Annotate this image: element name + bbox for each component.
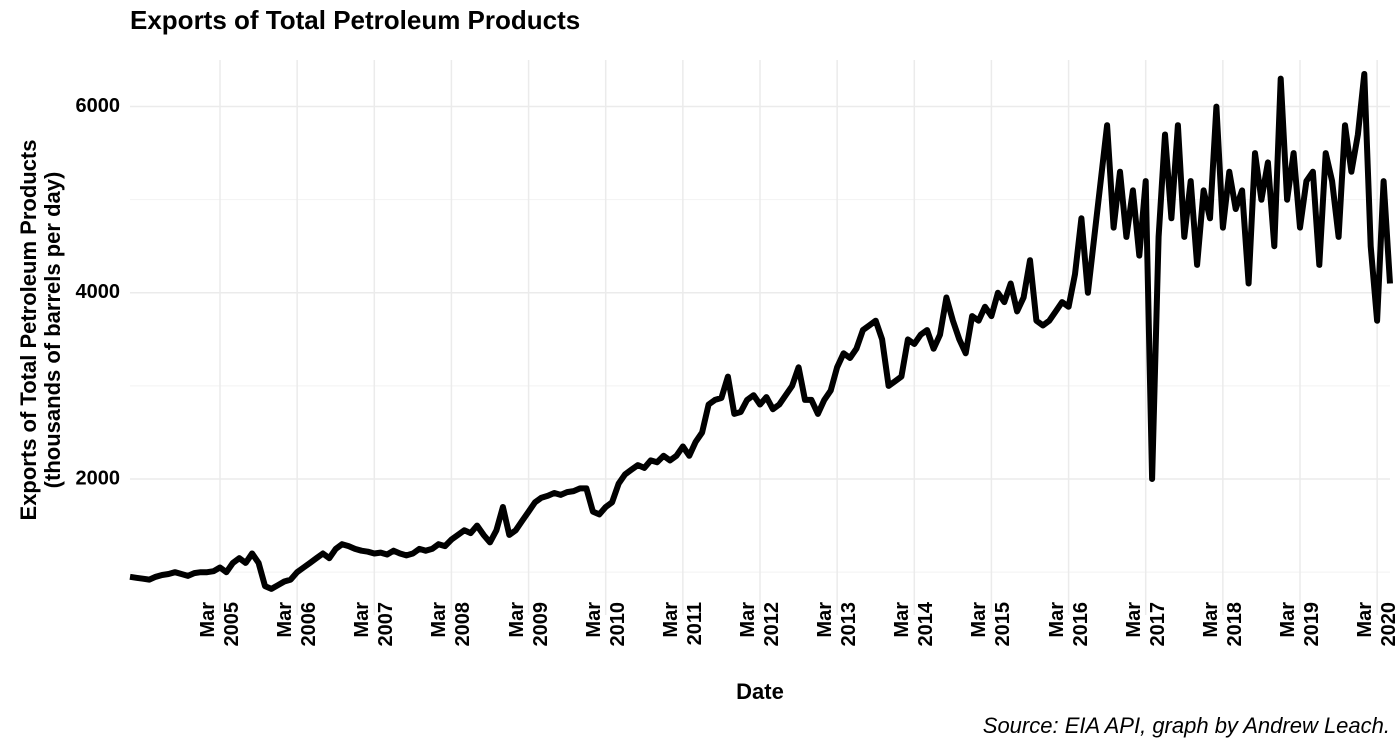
x-tick-label: Mar 2019 [1276, 602, 1324, 682]
data-line [129, 71, 1393, 592]
x-tick-text: Mar 2017 [1122, 602, 1169, 647]
x-tick-label: Mar 2013 [813, 602, 861, 682]
x-tick-text: Mar 2020 [1354, 602, 1400, 647]
x-tick-text: Mar 2018 [1199, 602, 1246, 647]
x-tick-text: Mar 2010 [582, 602, 629, 647]
x-tick-text: Mar 2019 [1277, 602, 1323, 647]
x-tick-label: Mar 2018 [1199, 602, 1247, 682]
y-axis-label: (thousands of barrels per day) [40, 172, 65, 489]
x-tick-text: Mar 2008 [428, 602, 475, 647]
x-tick-text: Mar 2005 [197, 602, 243, 647]
x-tick-label: Mar 2015 [967, 602, 1015, 682]
x-tick-text: Mar 2006 [274, 602, 321, 647]
x-tick-label: Mar 2020 [1353, 602, 1400, 682]
y-tick-label: 2000 [76, 467, 121, 489]
x-tick-text: Mar 2015 [968, 602, 1015, 647]
x-axis-label: Date [736, 679, 784, 704]
x-tick-label: Mar 2016 [1045, 602, 1093, 682]
x-tick-label: Mar 2010 [582, 602, 630, 682]
x-tick-label: Mar 2008 [427, 602, 475, 682]
y-tick-label: 4000 [76, 281, 121, 303]
x-tick-label: Mar 2009 [505, 602, 553, 682]
chart-title: Exports of Total Petroleum Products [130, 5, 580, 35]
x-tick-text: Mar 2016 [1045, 602, 1092, 647]
x-tick-text: Mar 2014 [891, 602, 938, 647]
x-tick-text: Mar 2009 [505, 602, 552, 647]
y-axis-label: Exports of Total Petroleum Products [16, 140, 41, 521]
x-tick-label: Mar 2012 [736, 602, 784, 682]
x-tick-text: Mar 2011 [659, 602, 706, 646]
x-tick-label: Mar 2014 [890, 602, 938, 682]
y-tick-label: 6000 [76, 95, 121, 117]
x-tick-text: Mar 2013 [814, 602, 861, 647]
grid [130, 60, 1390, 615]
x-tick-label: Mar 2011 [659, 602, 707, 682]
x-tick-label: Mar 2007 [350, 602, 398, 682]
x-tick-label: Mar 2017 [1122, 602, 1170, 682]
caption: Source: EIA API, graph by Andrew Leach. [983, 713, 1390, 738]
x-tick-label: Mar 2006 [273, 602, 321, 682]
x-tick-text: Mar 2007 [351, 602, 398, 647]
x-tick-label: Mar 2005 [196, 602, 244, 682]
x-tick-text: Mar 2012 [737, 602, 783, 647]
